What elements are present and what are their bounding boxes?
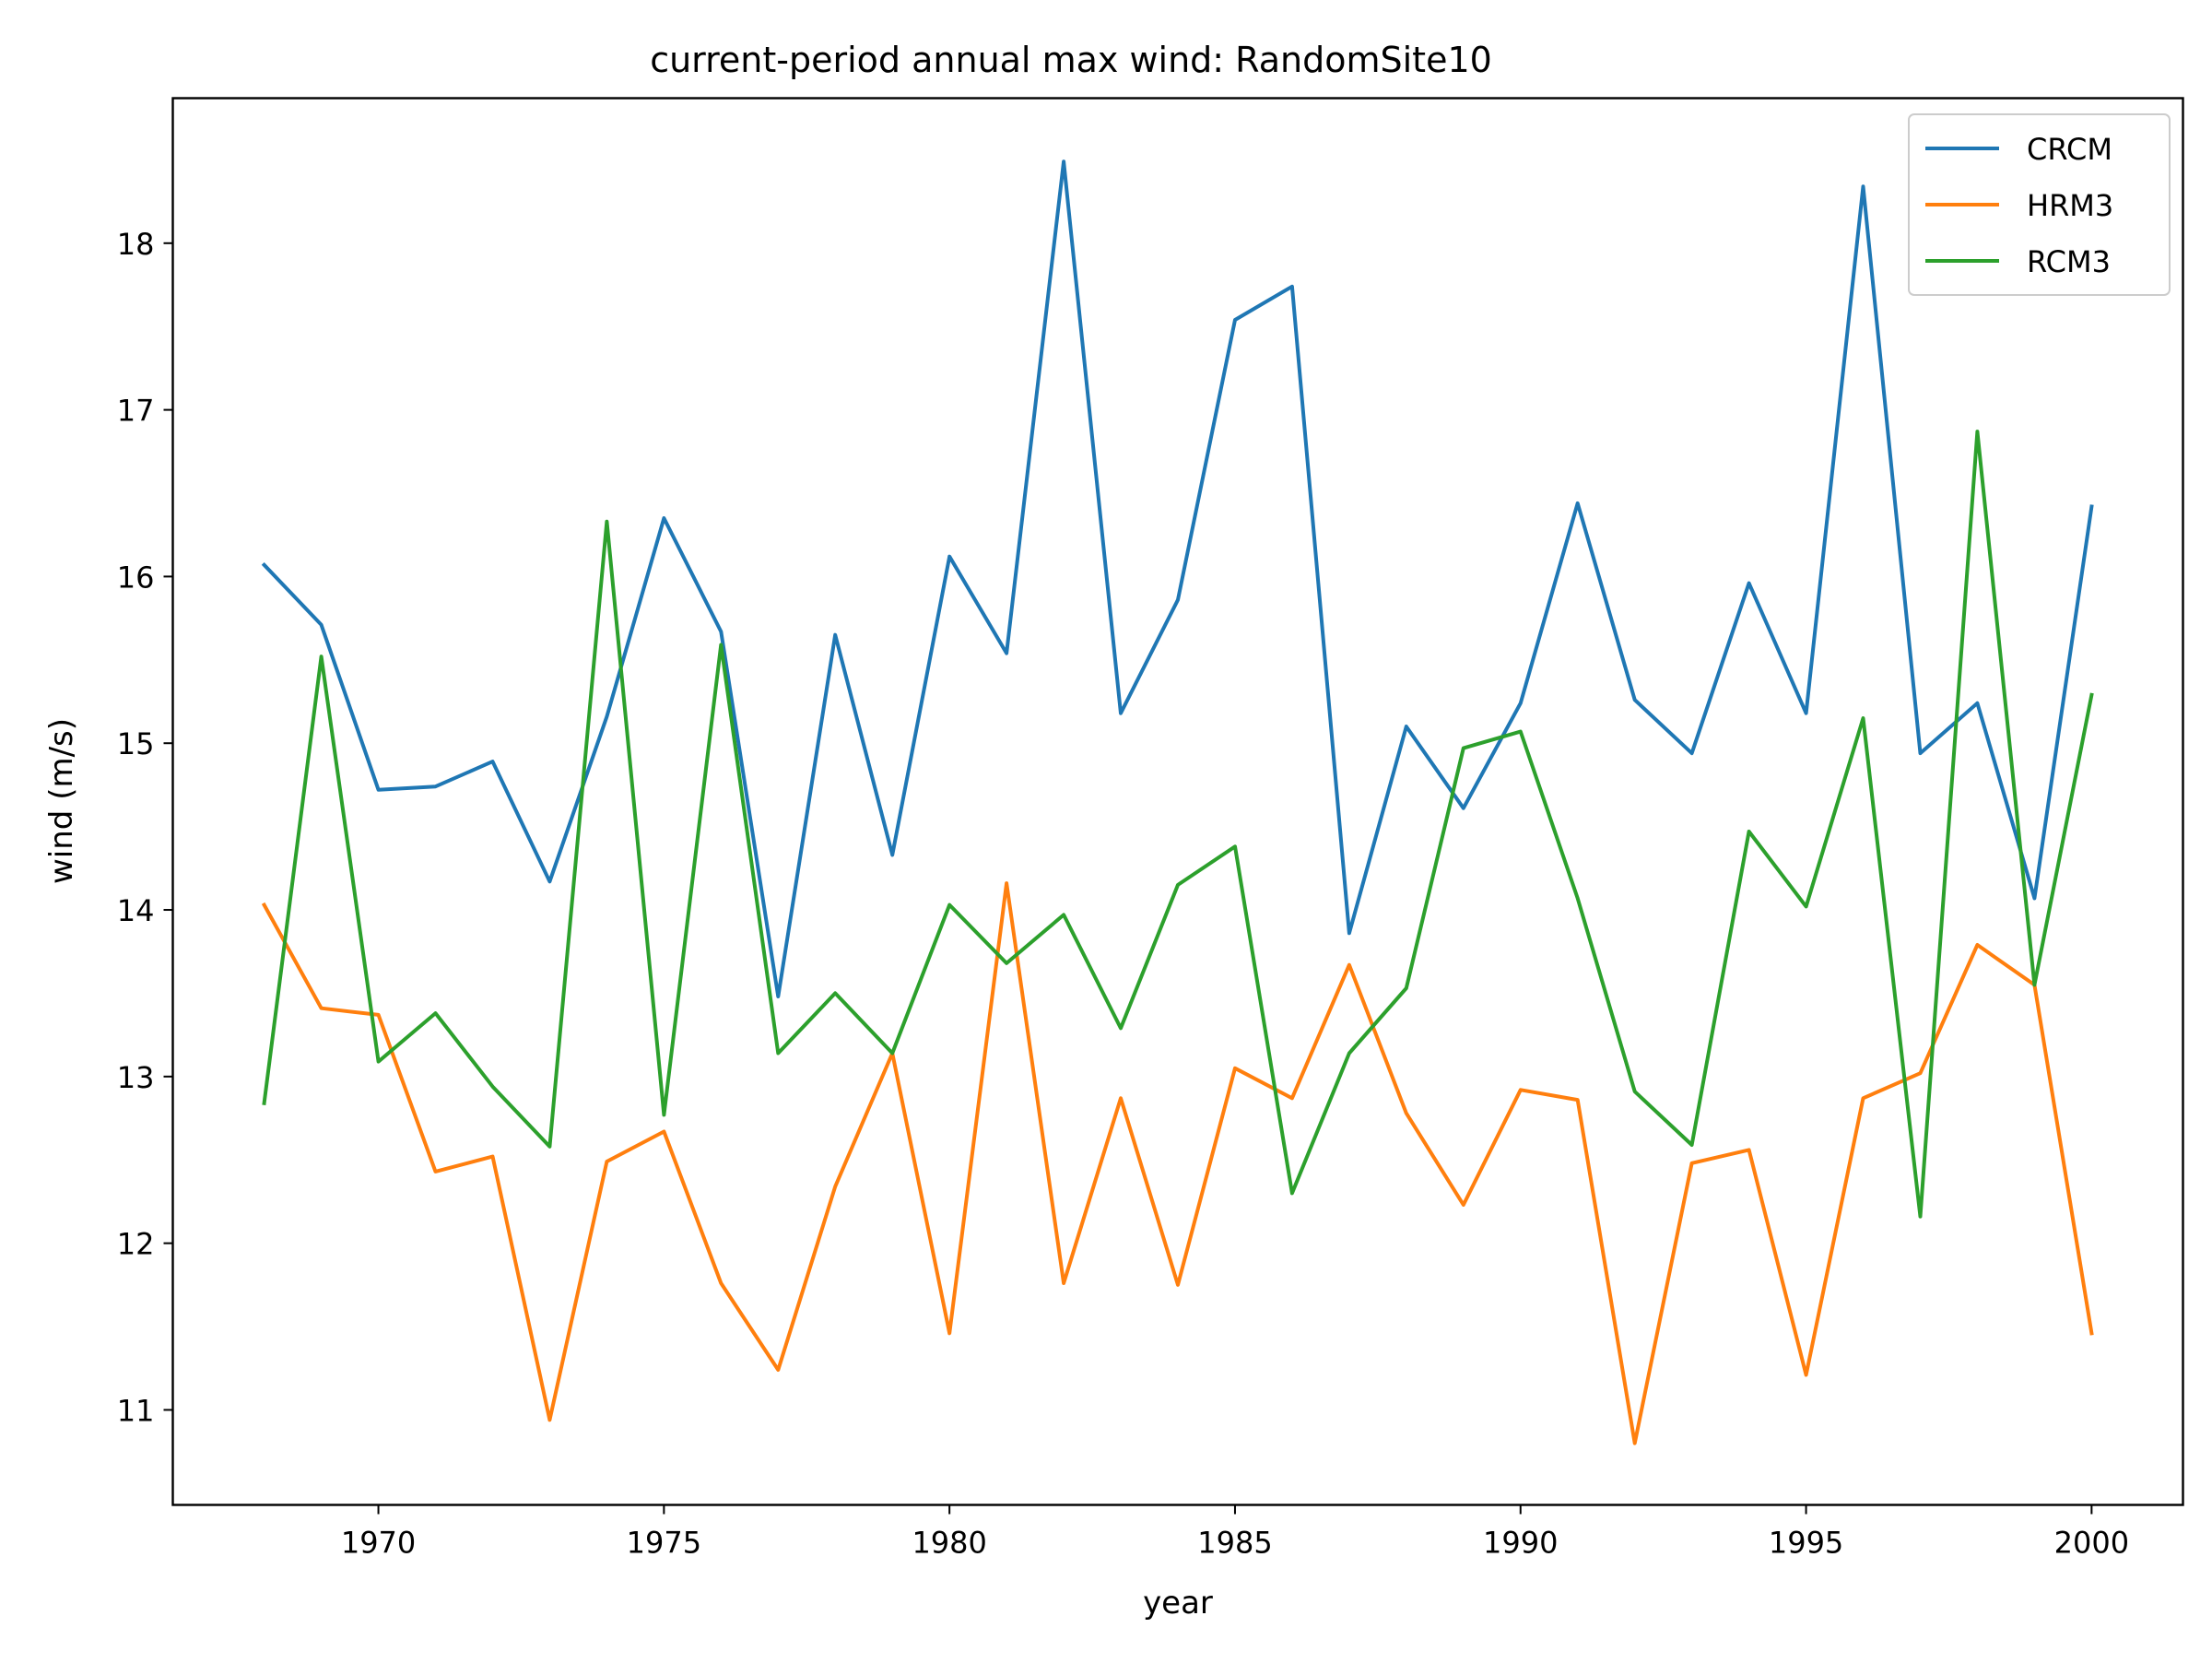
x-tick-label: 2000: [2054, 1526, 2129, 1561]
y-tick-label: 13: [117, 1060, 155, 1095]
x-tick-label: 1980: [912, 1526, 986, 1561]
x-tick-label: 1970: [341, 1526, 416, 1561]
x-tick-label: 1985: [1197, 1526, 1272, 1561]
y-tick-label: 18: [117, 227, 155, 262]
y-tick-label: 16: [117, 560, 155, 595]
legend: CRCM HRM3 RCM3: [1908, 113, 2171, 296]
series-line-hrm3: [261, 881, 2094, 1445]
x-axis-ticks: 1970 1975 1980 1985 1990 1995 2000: [341, 1504, 2129, 1561]
y-tick-label: 14: [117, 893, 155, 928]
y-tick-label: 12: [117, 1227, 155, 1262]
legend-label: RCM3: [2027, 244, 2111, 279]
series-lines: [261, 159, 2094, 1445]
x-tick-label: 1975: [627, 1526, 701, 1561]
y-tick-label: 17: [117, 394, 155, 429]
legend-label: HRM3: [2027, 188, 2113, 223]
y-axis-ticks: 11 12 13 14 15 16 17 18: [117, 227, 173, 1428]
y-tick-label: 11: [117, 1393, 155, 1428]
series-line-crcm: [261, 159, 2094, 998]
y-axis-label: wind (m/s): [43, 718, 80, 884]
plot-area: [171, 97, 2184, 1506]
legend-label: CRCM: [2027, 132, 2112, 167]
x-axis-label: year: [1143, 1585, 1213, 1622]
series-line-rcm3: [262, 430, 2094, 1219]
chart-title: current-period annual max wind: RandomSi…: [650, 40, 1492, 80]
y-tick-label: 15: [117, 726, 155, 761]
x-tick-label: 1995: [1769, 1526, 1843, 1561]
x-tick-label: 1990: [1483, 1526, 1558, 1561]
legend-box: [1908, 113, 2171, 296]
